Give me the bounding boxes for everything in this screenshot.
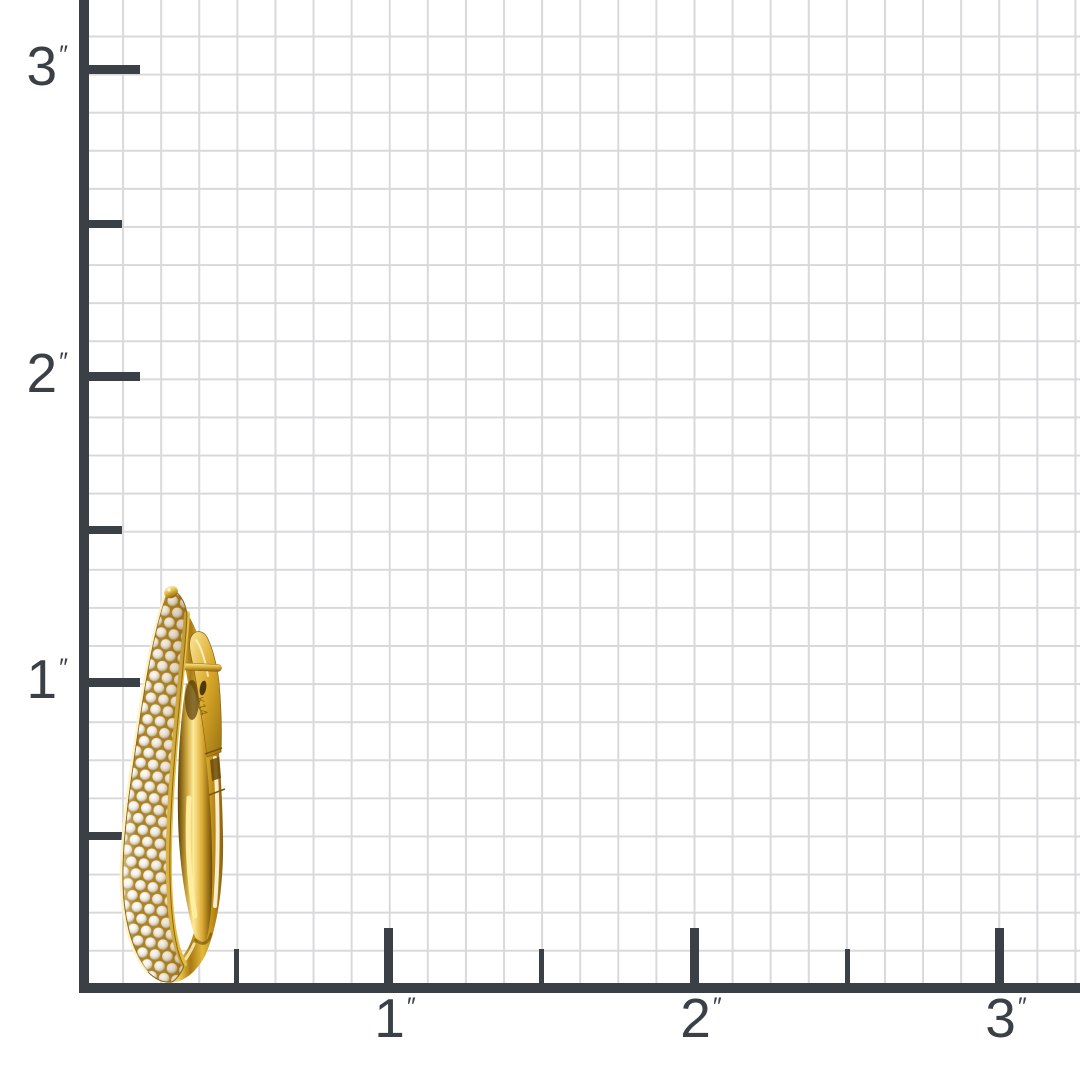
latch-catch-slot xyxy=(199,680,207,696)
earring-photo: K14 xyxy=(119,585,226,983)
opening-highlight-streak xyxy=(185,795,198,919)
x-axis-label-2in: 2″ xyxy=(655,991,745,1057)
x-axis-label-3in: 3″ xyxy=(960,991,1050,1057)
y-axis-major-tick-2in xyxy=(79,372,140,381)
y-axis-label-1in: 1″ xyxy=(0,652,68,718)
hoop-opening xyxy=(177,683,213,945)
y-axis-line xyxy=(79,0,89,993)
x-label-value: 1 xyxy=(374,987,405,1049)
x-axis-minor-tick-0_5in xyxy=(234,949,239,988)
x-axis-line xyxy=(79,983,1080,993)
x-label-value: 2 xyxy=(680,987,711,1049)
inch-mark: ″ xyxy=(1017,993,1027,1021)
x-axis-minor-tick-1_5in xyxy=(539,949,544,988)
x-label-value: 3 xyxy=(985,987,1016,1049)
inch-mark: ″ xyxy=(59,348,68,376)
karat-stamp: K14 xyxy=(193,696,209,717)
x-axis-minor-tick-2_5in xyxy=(845,949,850,988)
x-axis-major-tick-1in xyxy=(384,928,393,988)
y-axis-label-3in: 3″ xyxy=(0,39,68,105)
latch-arm-highlight xyxy=(195,639,209,677)
hinge-seam-top xyxy=(204,747,223,755)
hinge-slot xyxy=(210,757,221,781)
hoop-tip xyxy=(164,585,178,599)
y-label-value: 3 xyxy=(26,35,58,97)
y-label-value: 1 xyxy=(26,648,58,710)
y-axis-label-2in: 2″ xyxy=(0,346,68,412)
graph-paper-grid xyxy=(84,0,1080,988)
y-label-value: 2 xyxy=(26,342,58,404)
opening-bottom-shadow xyxy=(194,932,213,945)
inch-mark: ″ xyxy=(59,654,68,682)
band-outer-rim-highlight xyxy=(119,588,169,974)
tip-glint xyxy=(167,588,171,592)
inch-mark: ″ xyxy=(59,41,68,69)
y-axis-minor-tick-1_5in xyxy=(79,526,122,534)
x-axis-major-tick-3in xyxy=(995,928,1004,988)
x-axis-label-1in: 1″ xyxy=(349,991,439,1057)
x-axis-major-tick-2in xyxy=(690,928,699,988)
inch-mark: ″ xyxy=(406,993,416,1021)
opening-top-shadow xyxy=(185,680,199,720)
band-shading-overlay xyxy=(122,587,188,983)
hinge-seam-bottom xyxy=(208,788,226,796)
earring-post-pin xyxy=(173,662,222,672)
inch-mark: ″ xyxy=(712,993,722,1021)
y-axis-major-tick-1in xyxy=(79,678,140,687)
y-axis-minor-tick-0_5in xyxy=(79,832,122,840)
y-axis-major-tick-3in xyxy=(79,65,140,74)
y-axis-minor-tick-2_5in xyxy=(79,220,122,228)
